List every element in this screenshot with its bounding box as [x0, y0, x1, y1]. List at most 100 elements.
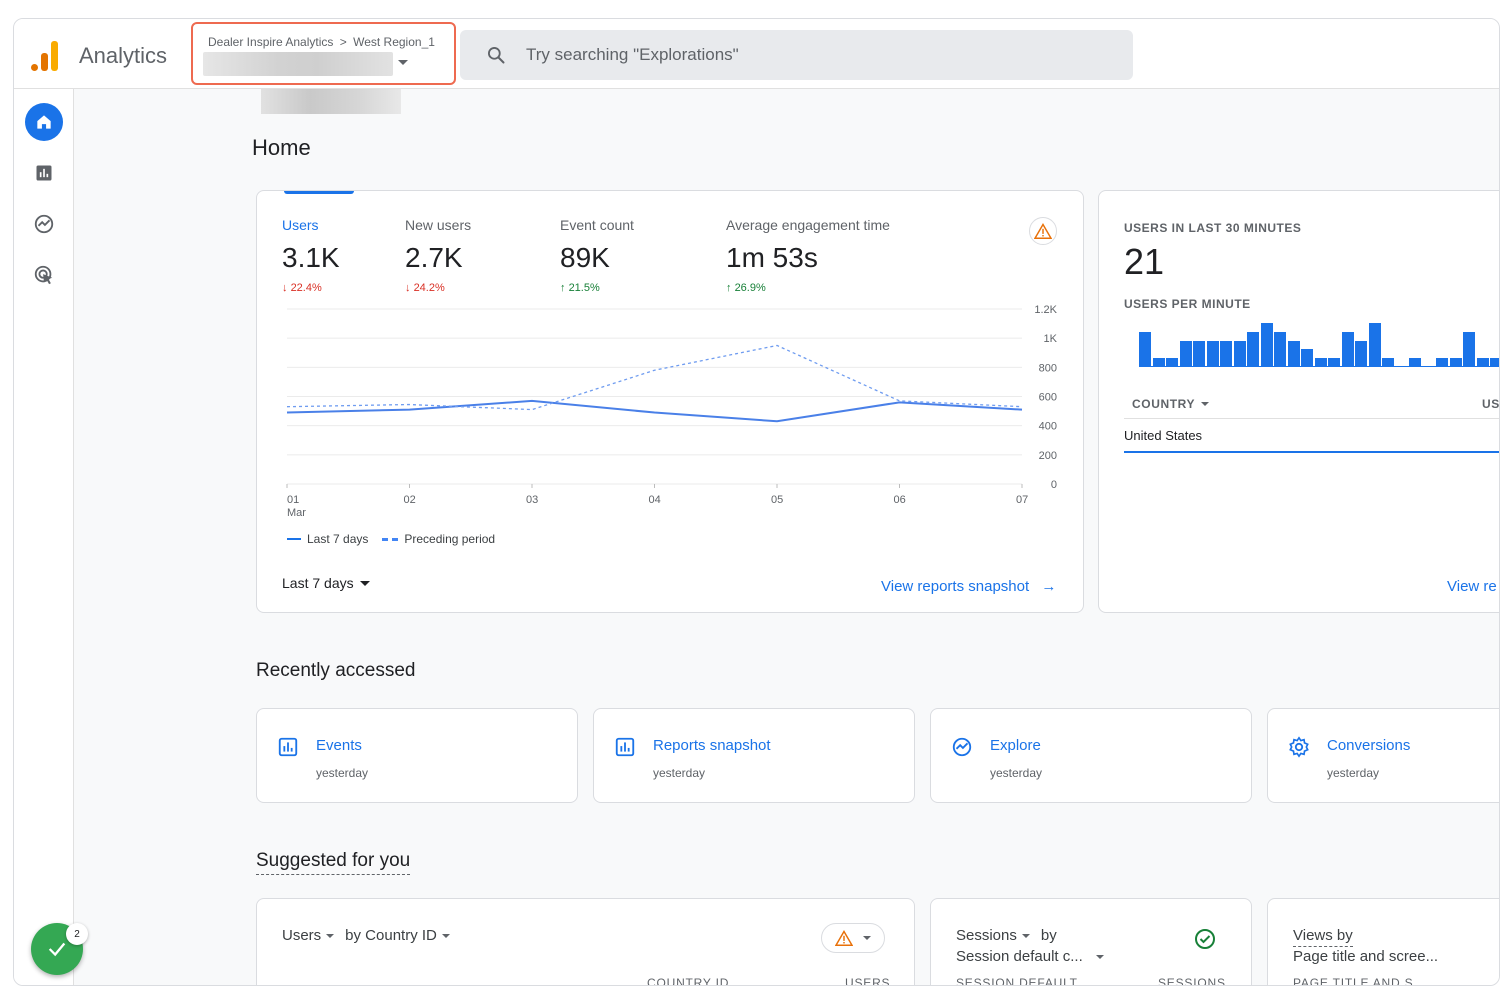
column-header: SESSION DEFAULT [956, 976, 1078, 986]
metric-change: ↓ 24.2% [405, 282, 445, 294]
minute-bar [1436, 358, 1448, 367]
fab-badge-count: 2 [66, 923, 88, 945]
legend-solid-swatch [287, 538, 301, 540]
recent-item-conversions[interactable]: Conversions yesterday [1267, 708, 1499, 803]
realtime-users-label: USERS IN LAST 30 MINUTES [1124, 221, 1302, 235]
column-header: USERS [845, 976, 891, 986]
warning-icon [835, 930, 853, 946]
minute-bar [1328, 358, 1340, 367]
chevron-down-icon [1201, 402, 1210, 406]
metric-tab-engagement-time[interactable]: Average engagement time 1m 53s ↑ 26.9% [726, 217, 890, 294]
suggested-card-sessions: Sessions by Session default c... SESSION… [930, 898, 1252, 986]
suggested-card-heading-line1: Views by [1293, 927, 1353, 947]
minute-bar [1314, 358, 1327, 367]
country-column-dropdown[interactable]: COUNTRY [1132, 397, 1210, 411]
minute-bar [1260, 323, 1273, 367]
users-column-header: US [1482, 397, 1500, 411]
minute-bar [1247, 331, 1259, 367]
search-input[interactable]: Try searching "Explorations" [526, 45, 739, 64]
legend-series-current: Last 7 days [307, 532, 369, 546]
search-icon [488, 47, 505, 64]
chart-legend: Last 7 days Preceding period [287, 532, 495, 546]
users-per-minute-label: USERS PER MINUTE [1124, 297, 1251, 311]
dimension-dropdown[interactable]: Session default c... [956, 948, 1104, 965]
recent-item-time: yesterday [1327, 766, 1380, 780]
arrow-right-icon: → [1041, 578, 1057, 595]
view-realtime-link[interactable]: View re [1447, 578, 1497, 595]
y-tick-label: 800 [1039, 362, 1057, 374]
chevron-down-icon [359, 580, 370, 586]
overview-card: Users 3.1K ↓ 22.4% New users 2.7K ↓ 24.2… [256, 190, 1084, 613]
chevron-down-icon[interactable] [398, 60, 408, 65]
legend-series-preceding: Preceding period [404, 532, 496, 546]
recent-item-events[interactable]: Events yesterday [256, 708, 578, 803]
app-window: Analytics Dealer Inspire Analytics > Wes… [13, 18, 1500, 986]
data-quality-warning-button[interactable] [1029, 217, 1057, 245]
recent-item-time: yesterday [990, 766, 1043, 780]
chevron-down-icon [1095, 954, 1104, 959]
metric-change-value: 21.5% [568, 282, 600, 294]
explore-icon [34, 214, 54, 234]
y-tick-label: 200 [1039, 450, 1057, 462]
breadcrumb-account: Dealer Inspire Analytics [208, 35, 334, 49]
date-range-label: Last 7 days [282, 575, 354, 591]
warning-menu-button[interactable] [821, 923, 885, 953]
metric-value: 2.7K [405, 242, 463, 273]
y-tick-label: 1.2K [1034, 304, 1057, 316]
metric-tab-new-users[interactable]: New users 2.7K ↓ 24.2% [405, 217, 471, 294]
dimension-label: Session default c... [956, 948, 1083, 965]
suggested-card-heading: Users by Country ID [282, 927, 450, 944]
recent-item-reports-snapshot[interactable]: Reports snapshot yesterday [593, 708, 915, 803]
explore-icon [952, 737, 972, 757]
metric-change: ↑ 21.5% [560, 282, 600, 294]
column-label: COUNTRY [1132, 397, 1196, 411]
x-tick-label: 05 [771, 494, 783, 506]
date-range-dropdown[interactable]: Last 7 days [282, 575, 370, 591]
suggested-title[interactable]: Suggested for you [256, 850, 411, 875]
metric-change: ↓ 22.4% [282, 282, 322, 294]
recent-item-time: yesterday [653, 766, 706, 780]
suggested-card-heading-line2[interactable]: Page title and scree... [1293, 948, 1439, 965]
realtime-card: USERS IN LAST 30 MINUTES 21 USERS PER MI… [1098, 190, 1500, 613]
link-label: View reports snapshot [881, 578, 1030, 595]
metric-dropdown[interactable]: Sessions [956, 927, 1017, 944]
metric-tab-event-count[interactable]: Event count 89K ↑ 21.5% [560, 217, 634, 294]
check-circle-icon[interactable] [1193, 927, 1217, 951]
account-breadcrumb: Dealer Inspire Analytics > West Region_1 [208, 35, 435, 49]
suggested-card-users-by-country: Users by Country ID COUNTRY ID USERS [256, 898, 915, 986]
recent-item-explore[interactable]: Explore yesterday [930, 708, 1252, 803]
row-bar [1124, 451, 1499, 453]
redacted-property-name [203, 52, 393, 76]
nav-home-button[interactable] [25, 103, 63, 141]
metric-label[interactable]: Views by [1293, 927, 1353, 947]
metric-tab-users[interactable]: Users 3.1K ↓ 22.4% [282, 217, 340, 294]
side-nav [14, 89, 74, 985]
nav-explore-button[interactable] [25, 205, 63, 243]
series-line-last-7-days [286, 399, 1023, 423]
minute-bar [1179, 340, 1192, 367]
account-selector[interactable]: Dealer Inspire Analytics > West Region_1 [191, 22, 456, 85]
minute-bar [1287, 340, 1300, 367]
minute-bar [1490, 358, 1499, 367]
recent-item-name: Conversions [1327, 737, 1411, 754]
country-row[interactable]: United States [1124, 428, 1203, 443]
chevron-down-icon [1021, 933, 1030, 938]
metric-change-value: 24.2% [413, 282, 445, 294]
nav-reports-button[interactable] [25, 154, 63, 192]
minute-bar [1233, 340, 1246, 367]
suggested-card-heading-line1: Sessions by [956, 927, 1057, 944]
analytics-logo-icon[interactable] [31, 41, 59, 71]
nav-advertising-button[interactable] [25, 256, 63, 294]
dimension-dropdown[interactable]: by Country ID [345, 927, 437, 944]
minute-bar [1206, 340, 1219, 367]
y-tick-label: 1K [1044, 333, 1058, 345]
minute-bar [1152, 358, 1165, 367]
x-tick-label: 02 [404, 494, 416, 506]
x-tick-label: 06 [894, 494, 906, 506]
advertising-icon [34, 265, 53, 285]
minute-bar [1382, 358, 1394, 367]
view-reports-snapshot-link[interactable]: View reports snapshot → [881, 578, 1056, 595]
metric-dropdown[interactable]: Users [282, 927, 322, 944]
search-bar[interactable]: Try searching "Explorations" [460, 30, 1133, 80]
metric-label: Event count [560, 217, 634, 233]
